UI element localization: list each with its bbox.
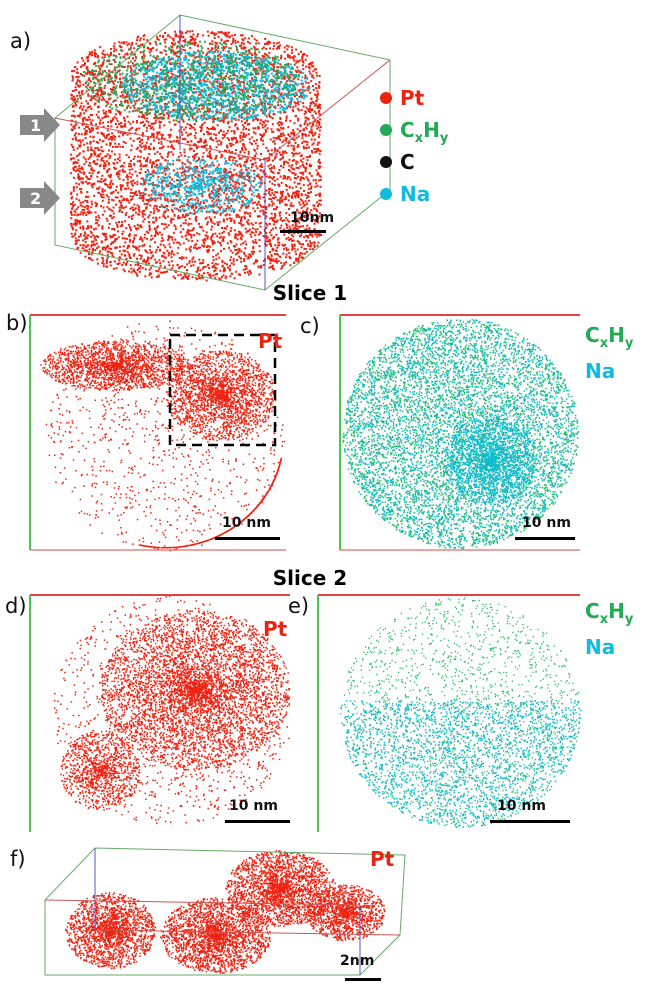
scale-label: 2nm (340, 953, 374, 969)
legend-label: Na (400, 182, 430, 206)
scale-label: 10 nm (229, 798, 278, 814)
species-label: CxHy (585, 599, 634, 627)
panel-label: b) (6, 311, 28, 335)
legend-label: C (400, 150, 415, 174)
panel-label: c) (300, 314, 320, 338)
scale-label: 10 nm (497, 798, 546, 814)
species-label: Pt (263, 617, 288, 641)
legend-part: H (423, 118, 440, 142)
species-label: Pt (258, 329, 283, 353)
scale-bar (225, 820, 290, 823)
legend-dot (380, 156, 392, 168)
panel-label: f) (10, 847, 26, 871)
point-cloud (306, 885, 386, 942)
legend-label: Pt (400, 86, 425, 110)
scale-label: 10 nm (522, 515, 571, 531)
t: H (608, 599, 625, 623)
scale-bar (345, 978, 381, 981)
species-label: Na (585, 635, 615, 659)
legend-dot (380, 92, 392, 104)
slice-title: Slice 1 (273, 281, 347, 305)
scale-bar (280, 230, 326, 233)
legend-label: CxHy (400, 118, 449, 146)
legend-part: Pt (400, 86, 425, 110)
species-label: CxHy (585, 323, 634, 351)
scale-label: 10 nm (222, 515, 271, 531)
scale-bar (215, 537, 280, 540)
legend-part: C (400, 118, 415, 142)
point-cloud (139, 458, 282, 549)
figure: a) 1 2 PtCxHyCNa 10nm Slice 1 b) Pt 10 n… (0, 0, 647, 999)
legend-part: y (440, 131, 449, 146)
point-clouds (40, 30, 581, 974)
point-cloud (225, 850, 336, 927)
t: H (608, 323, 625, 347)
panel-label: a) (10, 29, 31, 53)
t: y (625, 612, 634, 627)
legend-dot (380, 188, 392, 200)
point-cloud (40, 340, 191, 391)
legend-dot (380, 124, 392, 136)
legend-part: Na (400, 182, 430, 206)
t: C (585, 599, 600, 623)
panel-label: e) (288, 594, 309, 618)
species-label: Na (585, 359, 615, 383)
scale-bar (515, 537, 575, 540)
slice-title: Slice 2 (273, 566, 347, 590)
panel-label: d) (5, 594, 27, 618)
scale-label: 10nm (290, 210, 334, 226)
scale-bar (490, 820, 570, 823)
arrow-label: 2 (30, 189, 41, 208)
arrow-label: 1 (30, 116, 41, 135)
species-label: Pt (370, 847, 395, 871)
legend-part: C (400, 150, 415, 174)
t: C (585, 323, 600, 347)
t: y (625, 336, 634, 351)
